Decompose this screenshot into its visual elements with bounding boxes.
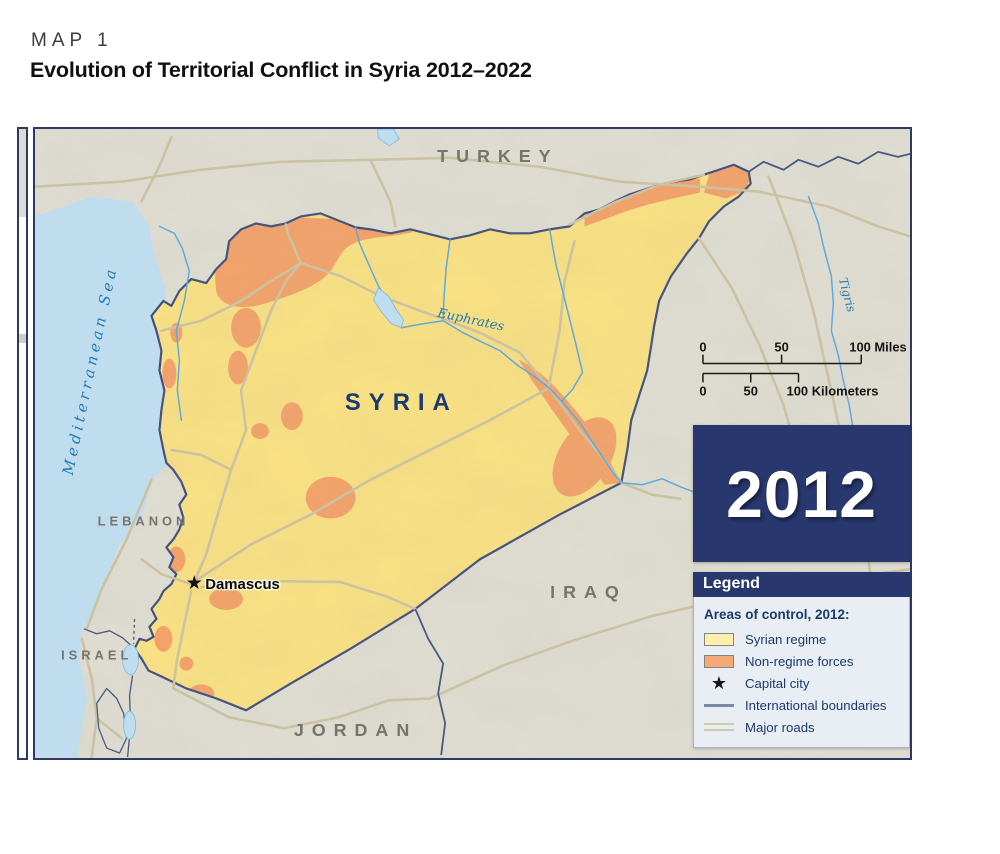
country-label-turkey: TURKEY	[437, 146, 558, 166]
legend-item-label: Capital city	[745, 675, 810, 691]
sliver-mark	[19, 334, 26, 343]
scale-bar: 0 50 100 Miles 0 50 100 Kilometers	[699, 340, 906, 399]
country-label-jordan: JORDAN	[294, 720, 417, 740]
map-kicker: MAP 1	[31, 30, 113, 51]
city-label-damascus: Damascus	[205, 577, 280, 593]
legend-item-label: Major roads	[745, 719, 815, 735]
year-badge: 2012	[693, 425, 910, 562]
sea-of-galilee	[122, 644, 139, 675]
non-regime-swatch	[704, 654, 734, 668]
country-label-iraq: IRAQ	[550, 582, 627, 602]
scale-km-50: 50	[744, 383, 758, 398]
legend-item-label: International boundaries	[745, 697, 887, 713]
boundary-line-sample	[704, 703, 734, 707]
year-badge-text: 2012	[726, 456, 877, 531]
sliver-land	[19, 129, 26, 217]
international-boundaries	[83, 150, 910, 758]
legend: Legend Areas of control, 2012: Syrian re…	[693, 572, 910, 748]
scale-miles-100: 100 Miles	[849, 340, 906, 355]
lake-assad	[373, 287, 404, 329]
legend-item-capital-city: ★ Capital city	[704, 672, 899, 694]
scale-miles-0: 0	[699, 340, 706, 355]
country-label-lebanon: LEBANON	[98, 513, 190, 528]
country-label-syria: SYRIA	[345, 389, 458, 416]
legend-item-label: Non-regime forces	[745, 653, 854, 669]
map-edge-sliver	[17, 127, 28, 760]
country-label-israel: ISRAEL	[61, 648, 132, 663]
legend-item-syrian-regime: Syrian regime	[704, 628, 899, 650]
turkey-lake	[377, 129, 400, 147]
road-line-sample	[704, 723, 734, 731]
scale-miles-50: 50	[774, 340, 788, 355]
legend-body: Areas of control, 2012: Syrian regime No…	[693, 597, 910, 748]
capital-star-icon: ★	[186, 573, 203, 594]
legend-item-major-roads: Major roads	[704, 716, 899, 738]
legend-title: Legend	[693, 572, 910, 597]
dead-sea	[123, 710, 136, 740]
scale-km-100: 100 Kilometers	[787, 383, 879, 398]
legend-section-title: Areas of control, 2012:	[704, 607, 850, 622]
scale-km-0: 0	[699, 383, 706, 398]
legend-item-international-boundaries: International boundaries	[704, 694, 899, 716]
page-title: Evolution of Territorial Conflict in Syr…	[30, 58, 532, 82]
capital-star-icon: ★	[710, 673, 728, 693]
regime-swatch	[704, 632, 734, 646]
legend-item-label: Syrian regime	[745, 631, 827, 647]
legend-item-non-regime: Non-regime forces	[704, 650, 899, 672]
